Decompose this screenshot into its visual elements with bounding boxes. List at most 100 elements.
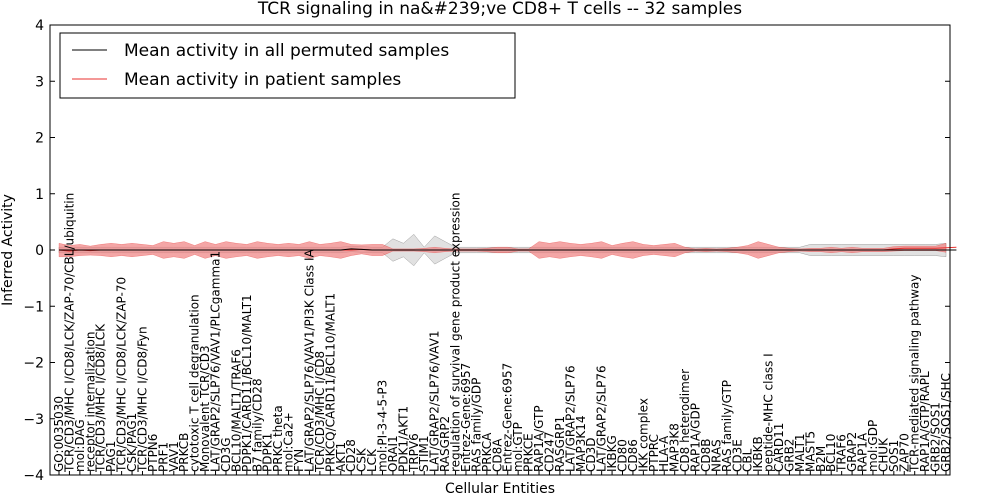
category-label: TCR/CD3/MHC I/CD8/LCK/ZAP-70/CBL/ubiquit… [62,193,76,473]
category-label: LAT/GRAP2/SLP76/VAV1 [428,331,442,472]
y-tick-label: −1 [23,299,44,315]
y-tick-label: 4 [35,18,44,34]
category-label: LAT/GRAP2/SLP76 [563,365,577,472]
category-label: ZAP70 [897,433,911,472]
category-label: RAS family/GTP [720,380,734,472]
category-label: CSK/PAG1 [125,413,139,472]
category-label: CBL [741,448,755,472]
y-tick-label: 3 [35,74,44,90]
category-label: GRB2/SOS1/SHC [939,373,953,472]
category-label: AKT1 [334,442,348,472]
category-label: BCL10 [824,434,838,472]
category-label: GRAP2 [845,432,859,472]
category-label: mol:GTP [511,422,525,472]
category-label: MAP3K8 [668,423,682,472]
y-tick-label: 2 [35,131,44,147]
category-label: mol:Ca2+ [282,412,296,472]
y-tick-label: −2 [23,356,44,372]
category-label: Entrez-Gene:6957 [459,363,473,472]
category-label: PAG1 [104,441,118,472]
category-label: GO:0035030 [52,396,66,472]
category-label: VAV1 [167,441,181,472]
y-tick-label: −4 [23,468,44,484]
category-label: MAST5 [803,431,817,472]
category-label: CD28 [344,439,358,472]
category-label: CD3E [730,439,744,472]
category-label: TCR-mediated signaling pathway [908,274,922,473]
category-label: LAT/GRAP2/SLP76 [595,365,609,472]
legend-label-permuted: Mean activity in all permuted samples [124,41,449,61]
category-label: RASGRP1 [553,416,567,472]
category-label: PRF1 [156,442,170,472]
category-label: CD3D [584,438,598,473]
category-label: CD3G [219,437,233,472]
category-label: IKBKG [605,435,619,472]
category-label: cytotoxic T cell degranulation [188,294,202,472]
category-label: Monovalent TCR/CD3 [198,345,212,472]
category-label: PRKCQ/CARD11/BCL10/MALT1 [323,293,337,472]
category-label: RAP1A/GTP [532,405,546,472]
y-axis-ticks: −4 −3 −2 −1 0 1 2 3 4 [23,18,950,484]
permuted-mean-line [59,248,957,251]
category-label: RAS family/GDP [469,378,483,472]
category-label: TCR/CD3/MHC I/CD8 [313,351,327,473]
category-label: PDPK1 [261,433,275,472]
category-label: IKBKB [751,436,765,472]
y-tick-label: 0 [35,243,44,259]
category-label: BCL10/MALT1/TRAF6 [229,349,243,472]
category-label: LAT/GRAP2/SLP76/VAV1/PLCgamma1 [209,251,223,472]
category-label: SOS1 [887,440,901,472]
category-label: CARD11 [772,423,786,472]
category-label: TCR/CD3/MHC I/CD8/Fyn [136,326,150,473]
category-label: TRPV6 [407,433,421,473]
category-label: CD80 [616,439,630,472]
y-axis-label: Inferred Activity [0,194,16,306]
category-label: mol:PI-3-4-5-P3 [376,380,390,472]
category-label: PDK1/AKT1 [396,406,410,472]
category-label: RAP1A [856,432,870,472]
category-label: CSK [355,447,369,472]
category-label: RAP1A/GDP [689,403,703,472]
category-label: GRB2 [783,438,797,472]
category-label: STIM1 [417,436,431,472]
category-label: PRKC theta [271,405,285,472]
category-label: Entrez-Gene:6957 [501,363,515,472]
category-label: TCR/CD3/MHC I/CD8/LCK/ZAP-70 [115,277,129,473]
category-label: CD8 heterodimer [678,369,692,472]
category-label: HLA-A [657,435,671,472]
category-label: mol:GDP [866,420,880,472]
mean-lines [58,246,957,252]
category-label: CD86 [626,439,640,472]
category-label: RASGRP2 [438,416,452,472]
category-label: CD8B [699,439,713,473]
category-label: mol:DAG [73,419,87,472]
category-label: ORAI1 [386,435,400,472]
chart-title: TCR signaling in na&#239;ve CD8+ T cells… [257,0,742,19]
category-label: MAP3K14 [574,415,588,472]
category-label: B7 family/CD28 [250,378,264,472]
legend: Mean activity in all permuted samples Me… [59,32,516,99]
legend-box [59,32,516,99]
category-label: regulation of survival gene product expr… [449,193,463,472]
category-label: PTPN6 [146,434,160,472]
category-label: PDPK1/CARD11/BCL10/MALT1 [240,294,254,472]
category-label: receptor internalization [83,332,97,472]
category-label: PRKCA [480,432,494,472]
category-label: IKK complex [636,398,650,472]
category-label: PTPRC [647,434,661,472]
y-tick-label: 1 [35,187,44,203]
category-label: PRKCB [177,433,191,472]
category-label: CD247 [543,431,557,472]
x-axis-label: Cellular Entities [445,481,555,497]
category-label: TRAF6 [835,434,849,473]
category-label: MALT1 [793,433,807,472]
category-label: peptide-MHC class I [762,353,776,472]
category-label: CD8A [490,438,504,472]
category-label: B2M [814,446,828,472]
y-tick-label: −3 [23,412,44,428]
legend-label-patient: Mean activity in patient samples [124,70,401,90]
category-label: GRB2/SOS1 [929,402,943,472]
category-label: CHUK [876,437,890,472]
